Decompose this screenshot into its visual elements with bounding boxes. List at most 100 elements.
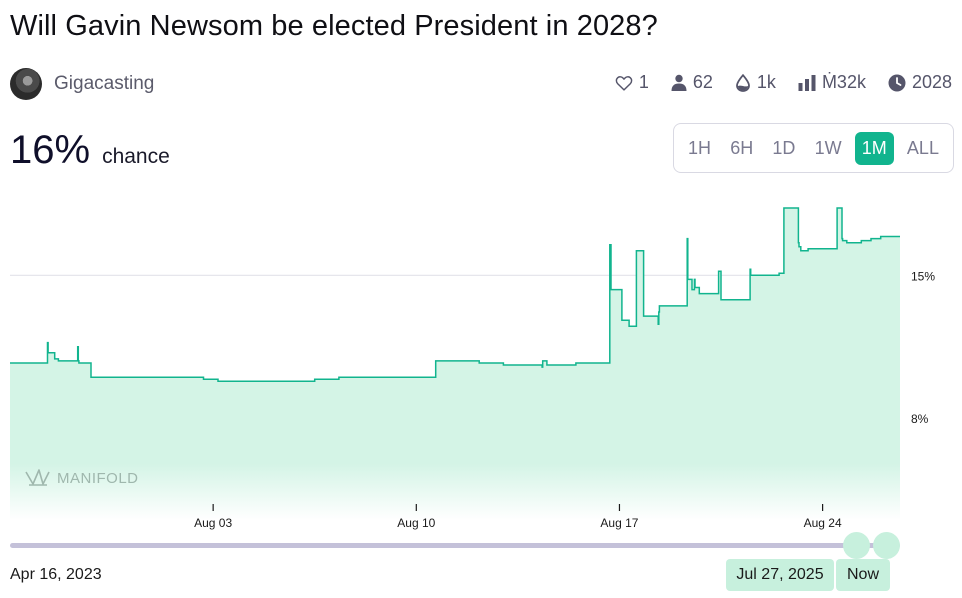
data-point (545, 363, 549, 367)
window-start-date: Jul 27, 2025 (726, 559, 834, 591)
data-point (643, 314, 647, 318)
data-point (477, 361, 481, 365)
window-end-date: Now (836, 559, 890, 591)
data-point (627, 324, 631, 328)
data-point (797, 245, 801, 249)
author-name[interactable]: Gigacasting (54, 73, 155, 94)
data-point (201, 377, 205, 381)
data-point (620, 318, 624, 322)
probability-area (10, 208, 900, 520)
data-point (782, 206, 786, 210)
data-point (89, 375, 93, 379)
data-point (879, 235, 883, 239)
bar-chart-icon (798, 74, 816, 91)
droplet-icon (735, 73, 751, 92)
data-point (657, 310, 661, 314)
liquidity-amount: 1k (756, 72, 776, 92)
market-title: Will Gavin Newsom be elected President i… (10, 10, 658, 42)
data-point (869, 237, 873, 241)
range-6h-button[interactable]: 6H (730, 137, 754, 158)
range-1m-button[interactable]: 1M (854, 131, 894, 165)
probability-label: chance (102, 145, 170, 168)
range-1d-button[interactable]: 1D (772, 137, 796, 158)
data-point (692, 277, 696, 281)
range-1w-button[interactable]: 1W (814, 137, 842, 158)
data-point (748, 267, 752, 271)
liquidity-stat: 1k (735, 72, 776, 93)
data-point (8, 361, 12, 365)
probability-chart[interactable]: 8% 15% MANIFOLD Aug 03 Aug 10 Aug 17 Aug 24 (0, 200, 962, 530)
data-point (685, 237, 689, 241)
data-point (859, 239, 863, 243)
data-point (540, 365, 544, 369)
data-point (541, 359, 545, 363)
data-point (841, 239, 845, 243)
data-point (45, 341, 49, 345)
range-1h-button[interactable]: 1H (688, 137, 712, 158)
probability: 16% chance (10, 128, 170, 173)
avatar[interactable] (10, 68, 42, 100)
user-icon (671, 74, 687, 91)
data-point (53, 357, 57, 361)
range-slider-start-handle[interactable] (843, 532, 870, 559)
x-tick-label: Aug 24 (804, 516, 842, 530)
market-stats: 1 62 1k Ṁ32k 2028 (615, 72, 952, 93)
volume-amount: Ṁ32k (821, 72, 866, 92)
data-point (656, 322, 660, 326)
data-point (799, 249, 803, 253)
manifold-logo-icon (25, 469, 50, 486)
x-tick-label: Aug 03 (194, 516, 232, 530)
data-point (574, 361, 578, 365)
data-point (434, 359, 438, 363)
traders-count: 62 (692, 72, 713, 92)
data-point (898, 235, 902, 239)
data-point (569, 363, 573, 367)
data-point (443, 359, 447, 363)
data-point (719, 298, 723, 302)
heart-icon (615, 75, 633, 91)
data-point (749, 273, 753, 277)
data-point (835, 206, 839, 210)
data-point (77, 361, 81, 365)
data-point (216, 379, 220, 383)
y-tick-label: 8% (911, 412, 929, 426)
close-year: 2028 (911, 72, 952, 92)
data-point (356, 375, 360, 379)
data-point (46, 351, 50, 355)
data-point (777, 271, 781, 275)
data-point (56, 359, 60, 363)
data-point (313, 377, 317, 381)
data-point (796, 241, 800, 245)
data-point (697, 292, 701, 296)
x-tick-label: Aug 17 (600, 516, 638, 530)
history-start-date: Apr 16, 2023 (10, 566, 102, 583)
watermark-text: MANIFOLD (57, 470, 139, 487)
likes-count: 1 (638, 72, 649, 92)
author[interactable]: Gigacasting (10, 68, 154, 100)
data-point (717, 269, 721, 273)
range-slider-track[interactable] (10, 543, 900, 548)
x-tick-label: Aug 10 (397, 516, 435, 530)
y-tick-label: 15% (911, 269, 935, 283)
traders-stat: 62 (671, 72, 713, 93)
probability-line (10, 207, 900, 383)
likes-stat[interactable]: 1 (615, 72, 649, 93)
volume-stat: Ṁ32k (798, 72, 866, 93)
range-all-button[interactable]: ALL (906, 137, 939, 158)
data-point (657, 304, 661, 308)
data-point (76, 345, 80, 349)
clock-icon (888, 74, 906, 92)
data-point (634, 249, 638, 253)
manifold-watermark: MANIFOLD (25, 469, 139, 487)
data-point (535, 363, 539, 367)
data-point (608, 243, 612, 247)
data-point (845, 241, 849, 245)
data-point (806, 247, 810, 251)
data-point (609, 288, 613, 292)
data-point (686, 277, 690, 281)
data-point (501, 363, 505, 367)
data-point (693, 286, 697, 290)
data-point (337, 375, 341, 379)
time-range-selector: 1H 6H 1D 1W 1M ALL (673, 123, 954, 173)
range-slider-end-handle[interactable] (873, 532, 900, 559)
